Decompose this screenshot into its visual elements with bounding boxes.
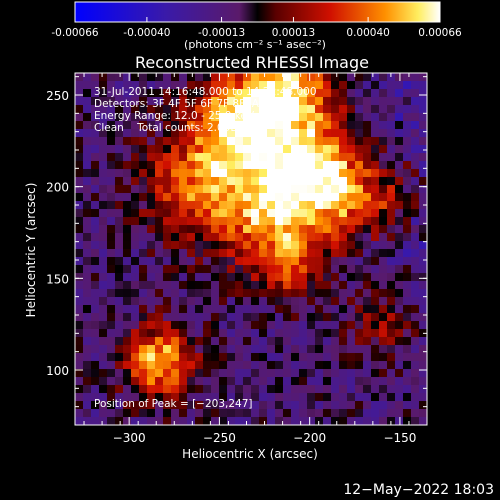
y-tick-label: 200: [46, 181, 69, 195]
heatmap-image: [75, 73, 427, 425]
footer-timestamp: 12−May−2022 18:03: [343, 482, 494, 498]
x-axis-label: Heliocentric X (arcsec): [182, 447, 318, 461]
annotation-time-range: 31-Jul-2011 14:16:48.000 to 14:22:48.000: [94, 86, 317, 98]
plot-frame: [74, 72, 428, 426]
colorbar-tick-label: 0.00013: [272, 27, 315, 39]
x-tick-label: −300: [113, 431, 146, 445]
annotation-peak-position: Position of Peak = [−203,247]: [94, 398, 253, 410]
y-axis-label: Heliocentric Y (arcsec): [24, 183, 38, 318]
y-axis-ticks: 100 150 200 250: [46, 76, 427, 408]
x-tick-label: −150: [383, 431, 416, 445]
x-tick-label: −200: [293, 431, 326, 445]
chart-title: Reconstructed RHESSI Image: [135, 53, 369, 72]
y-tick-label: 150: [46, 272, 69, 286]
colorbar-ticks: -0.00066 -0.00040 -0.00013 0.00013 0.00040 0.…: [51, 17, 462, 39]
colorbar-unit-label: (photons cm⁻² s⁻¹ asec⁻²): [184, 38, 326, 51]
annotation-clean-counts: Clean Total counts: 2.05E+04: [94, 122, 259, 134]
colorbar-tick-label: 0.00066: [418, 27, 462, 39]
annotation-detectors: Detectors: 3F 4F 5F 6F 7F 8F, Att 0: [94, 98, 277, 110]
colorbar-tick-label: 0.00040: [346, 27, 389, 39]
annotation-energy-range: Energy Range: 12.0 - 25.0 keV: [94, 110, 255, 122]
colorbar-tick-label: -0.00013: [198, 27, 245, 39]
colorbar-tick-label: -0.00066: [51, 27, 99, 39]
y-tick-label: 250: [46, 89, 69, 103]
x-tick-label: −250: [203, 431, 236, 445]
y-tick-label: 100: [46, 364, 69, 378]
colorbar-tick-label: -0.00040: [123, 27, 170, 39]
colorbar: [74, 1, 441, 23]
